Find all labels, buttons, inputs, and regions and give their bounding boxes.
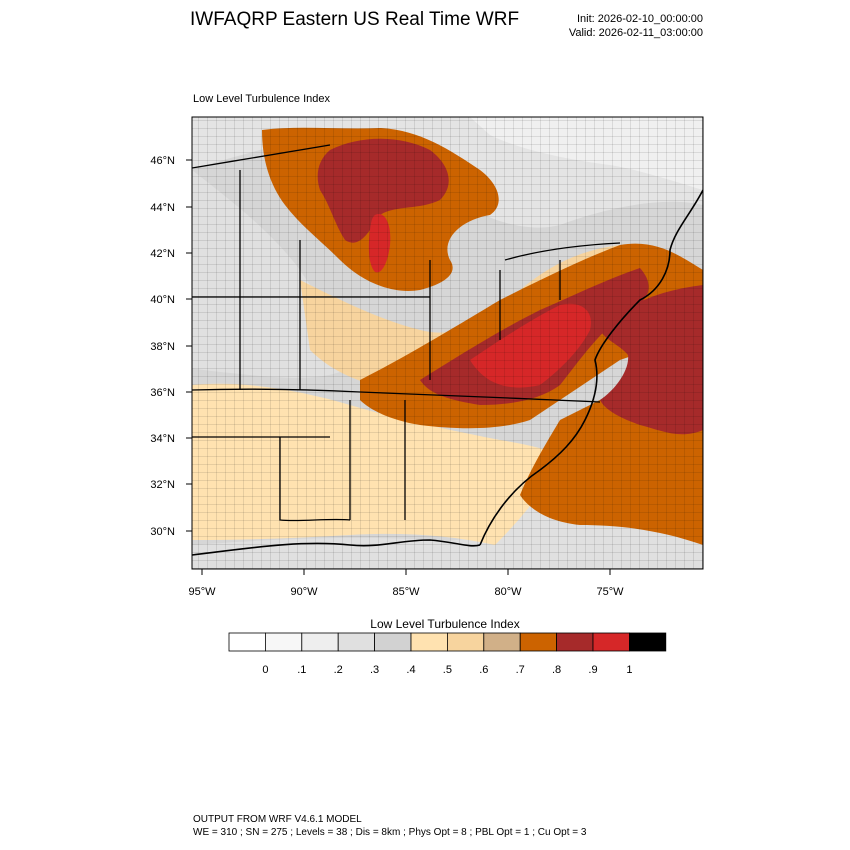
state-boundaries <box>192 144 621 522</box>
map-panel <box>192 117 703 569</box>
lon-label: 95°W <box>188 586 216 598</box>
footer-model-line: OUTPUT FROM WRF V4.6.1 MODEL <box>193 814 362 825</box>
colorbar-swatch <box>519 632 558 652</box>
colorbar-tick-label: 1 <box>626 664 632 676</box>
colorbar-swatch <box>556 632 594 652</box>
colorbar-swatch <box>410 632 448 652</box>
colorbar-tick-label: .4 <box>406 664 415 676</box>
lat-label: 40°N <box>150 294 175 306</box>
colorbar-tick-label: .8 <box>552 664 561 676</box>
lat-label: 34°N <box>150 433 175 445</box>
colorbar-swatch <box>446 632 485 652</box>
longitude-axis: 95°W 90°W 85°W 80°W 75°W <box>188 569 624 598</box>
colorbar-swatch <box>592 632 630 652</box>
lon-label: 85°W <box>392 586 420 598</box>
gulf-coastline <box>192 539 481 556</box>
colorbar-swatch <box>301 632 339 652</box>
colorbar-tick-label: .7 <box>516 664 525 676</box>
lat-label: 32°N <box>150 479 175 491</box>
lat-label: 30°N <box>150 526 175 538</box>
colorbar-swatch <box>629 632 667 652</box>
colorbar-tick-label: .3 <box>370 664 379 676</box>
county-boundaries <box>192 117 703 569</box>
field-label: Low Level Turbulence Index <box>193 93 330 105</box>
lat-label: 38°N <box>150 341 175 353</box>
colorbar-swatch <box>483 632 521 652</box>
map-frame <box>191 116 704 570</box>
colorbar-tick-label: .1 <box>297 664 306 676</box>
lat-label: 42°N <box>150 248 175 260</box>
lat-label: 46°N <box>150 155 175 167</box>
init-time: Init: 2026-02-10_00:00:00 <box>577 13 703 25</box>
colorbar-title: Low Level Turbulence Index <box>370 617 520 631</box>
colorbar-swatch <box>264 632 303 652</box>
colorbar-swatch <box>374 632 412 652</box>
latitude-axis: 46°N 44°N 42°N 40°N 38°N 36°N 34°N 32°N 30°N <box>150 155 192 538</box>
colorbar-tick-label: .9 <box>588 664 597 676</box>
valid-time: Valid: 2026-02-11_03:00:00 <box>568 27 703 39</box>
colorbar-tick-label: .2 <box>334 664 343 676</box>
colorbar-tick-label: .6 <box>479 664 488 676</box>
colorbar-swatch <box>337 632 376 652</box>
lat-label: 36°N <box>150 387 175 399</box>
coastline <box>479 189 703 546</box>
lon-label: 90°W <box>290 586 318 598</box>
colorbar-tick-label: .5 <box>443 664 452 676</box>
colorbar-swatch <box>228 632 266 652</box>
plot-title: IWFAQRP Eastern US Real Time WRF <box>190 9 520 30</box>
lon-label: 75°W <box>596 586 624 598</box>
colorbar-tick-label: 0 <box>262 664 268 676</box>
colorbar: 0 .1 .2 .3 .4 .5 .6 .7 .8 .9 1 <box>228 632 667 676</box>
lon-label: 80°W <box>494 586 522 598</box>
lat-label: 44°N <box>150 202 175 214</box>
footer-config-line: WE = 310 ; SN = 275 ; Levels = 38 ; Dis … <box>193 827 587 838</box>
